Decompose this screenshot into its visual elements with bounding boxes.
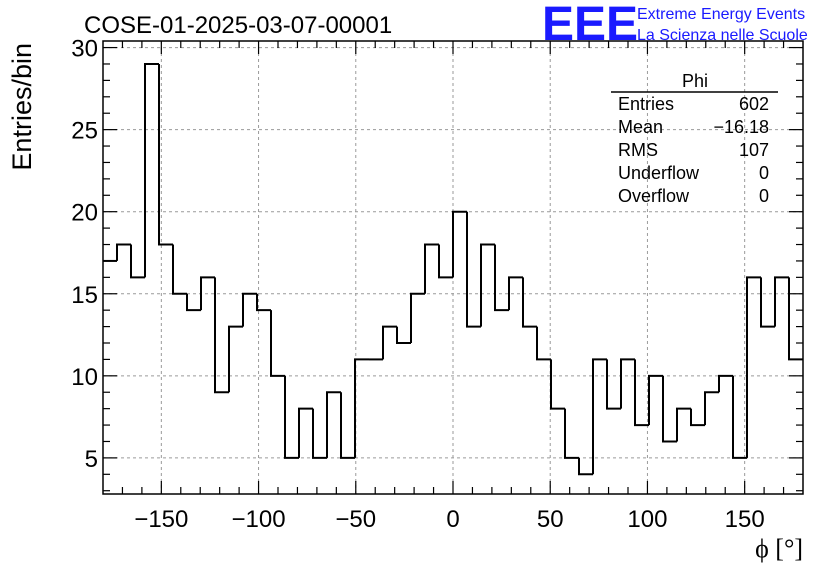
stats-value: 602: [739, 94, 769, 114]
y-tick-label: 25: [71, 118, 98, 145]
histogram-bin: [214, 277, 229, 394]
histogram-bin: [410, 292, 425, 343]
eee-logo-mark: EEE: [542, 0, 638, 51]
histogram-bin: [312, 408, 327, 459]
histogram-bin: [774, 276, 789, 327]
histogram-bin: [256, 293, 271, 312]
histogram-bin: [480, 243, 495, 327]
histogram-bin: [284, 375, 299, 459]
stats-value: 0: [759, 163, 769, 183]
x-tick-label: −50: [335, 506, 376, 533]
histogram-bin: [270, 310, 285, 377]
histogram-bin: [424, 243, 439, 294]
histogram-bin: [592, 358, 607, 475]
histogram-bin: [788, 277, 803, 361]
y-tick-label: 20: [71, 200, 98, 227]
histogram-bin: [228, 325, 243, 393]
histogram-bin: [382, 325, 397, 360]
histogram-bin: [340, 392, 355, 459]
histogram-bin: [242, 292, 257, 327]
x-tick-label: −150: [134, 506, 188, 533]
histogram-bin: [746, 276, 761, 458]
x-tick-label: −100: [232, 506, 286, 533]
x-tick-label: 100: [627, 506, 667, 533]
x-tick-label: 150: [725, 506, 765, 533]
stats-value: 107: [739, 140, 769, 160]
histogram-bin: [648, 374, 663, 426]
stats-label: Overflow: [618, 186, 690, 206]
histogram-bin: [732, 375, 747, 459]
y-tick-label: 15: [71, 282, 98, 309]
stats-value: −16.18: [713, 117, 769, 137]
y-tick-label: 30: [71, 36, 98, 63]
histogram-bin: [522, 277, 537, 328]
histogram-bin: [186, 293, 201, 312]
histogram-bin: [578, 457, 593, 476]
histogram-bin: [144, 62, 159, 278]
y-axis-label: Entries/bin: [7, 43, 37, 171]
histogram: [103, 62, 803, 476]
histogram-bin: [690, 408, 705, 427]
histogram-bin: [200, 276, 215, 311]
y-tick-label: 10: [71, 364, 98, 391]
stats-label: Underflow: [618, 163, 700, 183]
stats-label: RMS: [618, 140, 658, 160]
histogram-bin: [466, 211, 481, 328]
histogram-bin: [620, 358, 635, 409]
y-tick-label: 5: [85, 446, 98, 473]
x-tick-label: 0: [446, 506, 459, 533]
histogram-bin: [116, 243, 131, 261]
histogram-bin: [718, 374, 733, 393]
x-tick-label: 50: [537, 506, 564, 533]
axes: −150 −100 −50 0 50 100 150 5 10 15 20 25 30: [71, 36, 804, 533]
histogram-bin: [564, 408, 579, 459]
histogram-bin: [326, 391, 341, 458]
stats-label: Mean: [618, 117, 663, 137]
histogram-bin: [662, 375, 677, 443]
histogram-bin: [550, 359, 565, 410]
histogram-bin: [452, 210, 467, 278]
histogram-bin: [438, 244, 453, 279]
eee-logo: EEE Extreme Energy Events La Scienza nel…: [542, 0, 808, 51]
histogram-bin: [354, 358, 369, 458]
logo-line-1: Extreme Energy Events: [637, 6, 805, 23]
histogram-bin: [158, 63, 173, 246]
stats-title: Phi: [682, 71, 708, 91]
histogram-bin: [704, 391, 719, 426]
histogram-bin: [760, 277, 775, 328]
histogram-bin: [494, 244, 509, 312]
histogram-bin: [606, 359, 621, 410]
x-axis-label: ϕ [°]: [755, 534, 803, 563]
stats-box: Phi Entries 602 Mean −16.18 RMS 107 Underflow 0…: [611, 71, 778, 206]
histogram-bin: [172, 244, 187, 295]
logo-line-2: La Scienza nelle Scuole: [637, 27, 808, 44]
stats-value: 0: [759, 186, 769, 206]
histogram-bin: [634, 359, 649, 427]
histogram-bin: [130, 244, 145, 279]
histogram-bin: [508, 276, 523, 311]
histogram-bin: [396, 326, 411, 344]
histogram-bin: [536, 326, 551, 361]
histogram-bin: [298, 407, 313, 458]
stats-label: Entries: [618, 94, 674, 114]
chart-title: COSE-01-2025-03-07-00001: [84, 12, 392, 39]
histogram-bin: [676, 407, 691, 442]
